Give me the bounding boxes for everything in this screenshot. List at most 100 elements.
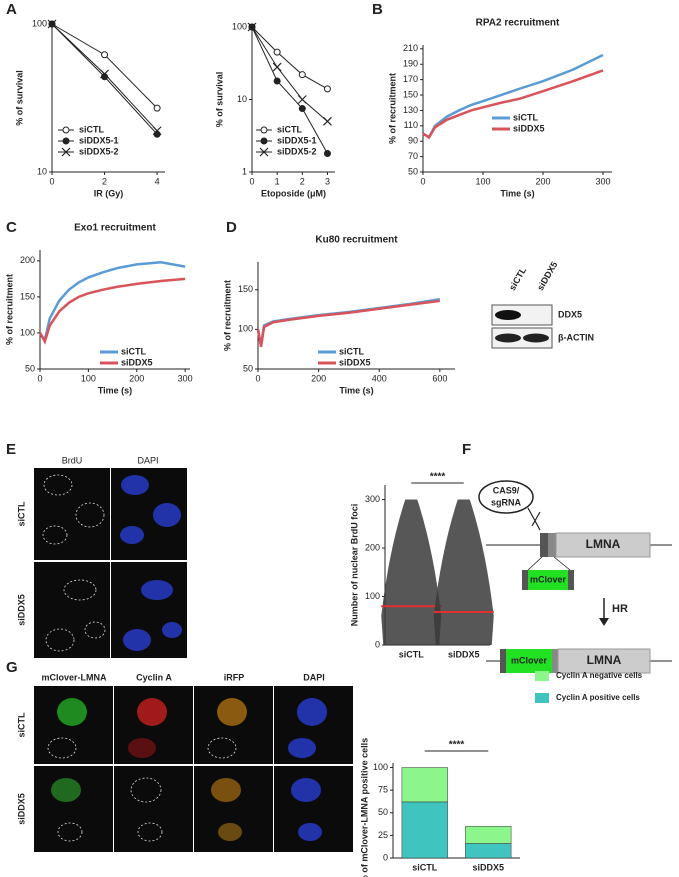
row-label: siCTL [16,501,26,527]
marker-cross [323,116,332,126]
marker-cross [272,62,282,72]
y-axis-label: % of recruitment [4,274,14,345]
legend-label: siDDX5-1 [277,135,317,145]
legend-label: siDDX5-2 [79,146,119,156]
band-label: DDX5 [558,309,582,319]
series-line [51,23,158,109]
marker [247,22,257,32]
legend-swatch [535,693,549,703]
microscopy-e: BrdU DAPI siCTL siDDX5 [16,455,187,658]
y-tick-label: 190 [403,59,418,69]
y-tick-label: 75 [378,785,388,795]
y-tick-label: 150 [403,89,418,99]
marker-cross [297,95,307,104]
panel-label: B [372,1,383,18]
dot-cloud [433,499,494,645]
x-tick-label: siDDX5 [448,649,480,659]
series-line [256,298,441,346]
row-label: siDDX5 [16,594,26,626]
panel-label: A [6,1,17,18]
marker-cross [100,69,109,79]
panel-label: F [462,441,471,458]
marker-cross [259,147,269,157]
legend-marker [62,126,70,134]
x-tick-label: 0 [255,373,260,383]
band [495,310,521,320]
marker [298,71,306,79]
y-tick-label: 0 [375,639,380,649]
cas9-bubble [478,480,534,514]
panel-label: D [226,219,237,236]
bar-segment [465,843,512,859]
annotation: **** [430,472,446,483]
panel-label: C [6,219,17,236]
x-tick-label: 200 [311,373,326,383]
panel-label: G [6,659,18,676]
marker [323,116,332,126]
x-tick-label: 300 [178,373,193,383]
x-axis-label: IR (Gy) [94,188,124,198]
series-line [251,26,328,90]
x-tick-label: siCTL [412,862,438,872]
legend-swatch [535,671,549,681]
y-tick-label: 300 [365,494,380,504]
y-tick-label: 25 [378,830,388,840]
y-tick-label: 70 [408,151,418,161]
marker [297,95,307,104]
x-tick-label: 2 [300,176,305,186]
legend-label: Cyclin A negative cells [556,671,643,680]
lane-label: siDDX5 [535,260,559,292]
y-tick-label: 130 [403,105,418,115]
x-tick-label: 4 [155,176,160,186]
legend-marker [62,137,70,145]
x-tick-label: 200 [129,373,144,383]
legend-label: siDDX5 [513,123,545,133]
y-tick-label: 100 [32,18,47,28]
gene-label: LMNA [586,537,621,551]
x-tick-label: 2 [102,176,107,186]
marker [323,149,331,157]
y-tick-label: 100 [20,327,35,337]
band-label: β-ACTIN [558,332,594,342]
microscopy-g: mClover-LMNA Cyclin A iRFP DAPI siCTL si… [16,672,353,852]
x-tick-label: 400 [372,373,387,383]
legend-label: siCTL [339,346,365,356]
y-tick-label: 110 [404,120,418,130]
x-tick-label: 300 [595,176,610,186]
legend-label: siDDX5-2 [277,146,317,156]
y-tick-label: 100 [373,762,388,772]
x-tick-label: 0 [420,176,425,186]
legend-label: siDDX5 [121,357,153,367]
chart-title: Ku80 recruitment [315,235,398,246]
y-axis-label: % of mClover-LMNA positive cells [359,738,369,877]
y-tick-label: 10 [37,166,47,176]
legend-marker [260,126,268,134]
annotation: **** [449,740,465,751]
x-tick-label: 0 [249,176,254,186]
bar-segment [401,801,448,859]
channel-label: Cyclin A [136,672,172,682]
legend-marker [260,137,268,145]
row-label: siDDX5 [16,793,26,825]
channel-label: DAPI [137,455,158,465]
channel-label: BrdU [62,455,83,465]
y-tick-label: 10 [237,94,247,104]
chart-title: RPA2 recruitment [476,18,560,29]
x-tick-label: 100 [81,373,96,383]
x-tick-label: 1 [275,176,280,186]
y-tick-label: 200 [365,542,380,552]
series-line [251,26,328,122]
step-label: HR [612,603,628,615]
sgrna-text: sgRNA [491,497,522,507]
gene-label: LMNA [587,653,622,667]
x-axis-label: Time (s) [500,188,534,198]
y-tick-label: 200 [20,255,35,265]
y-tick-label: 100 [232,21,247,31]
marker [100,69,109,79]
legend-label: siCTL [121,346,147,356]
dot-cloud [381,499,442,645]
y-axis-label: % of recruitment [387,73,397,144]
legend-marker [61,147,71,157]
x-axis-label: Time (s) [98,385,132,395]
bar-segment [401,767,448,803]
